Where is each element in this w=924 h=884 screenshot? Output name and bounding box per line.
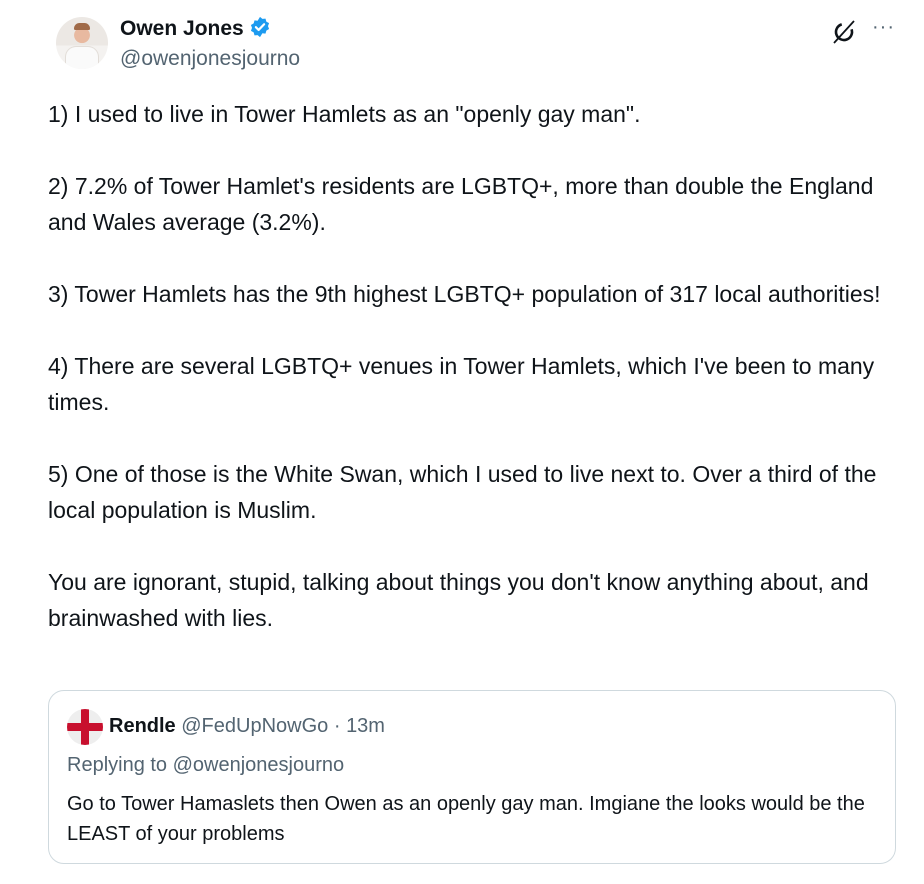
- author-avatar[interactable]: [56, 17, 108, 69]
- separator: ·: [328, 715, 347, 737]
- more-icon[interactable]: ···: [872, 16, 895, 38]
- quoted-tweet[interactable]: Rendle @FedUpNowGo · 13m Replying to @ow…: [48, 690, 896, 864]
- quoted-author-name[interactable]: Rendle: [109, 715, 176, 737]
- author-name[interactable]: Owen Jones: [120, 16, 271, 44]
- tweet-text: 1) I used to live in Tower Hamlets as an…: [48, 101, 881, 631]
- verified-badge-icon: [249, 16, 271, 44]
- grok-icon[interactable]: [830, 18, 858, 51]
- replying-to: Replying to @owenjonesjourno: [67, 754, 345, 776]
- quoted-text: Go to Tower Hamaslets then Owen as an op…: [67, 793, 865, 845]
- quoted-time[interactable]: 13m: [346, 715, 385, 737]
- quoted-header: Rendle @FedUpNowGo · 13m: [109, 715, 385, 738]
- quoted-author-handle[interactable]: @FedUpNowGo: [181, 715, 329, 737]
- author-handle[interactable]: @owenjonesjourno: [120, 47, 301, 70]
- author-name-text[interactable]: Owen Jones: [120, 17, 244, 40]
- quoted-author-avatar[interactable]: [67, 709, 103, 745]
